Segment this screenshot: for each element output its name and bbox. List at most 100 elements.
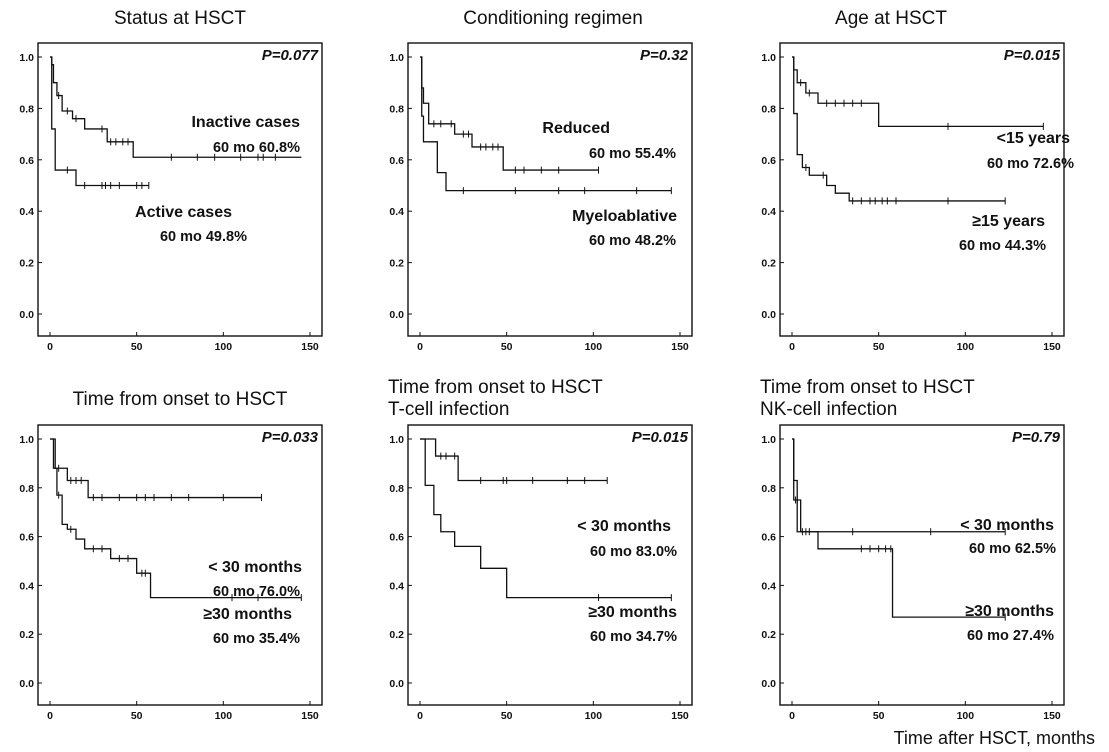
y-tick-label: 0.4 bbox=[19, 206, 34, 218]
y-tick-label: 0.6 bbox=[19, 532, 34, 544]
km-curve-2 bbox=[420, 438, 672, 599]
panel-frame bbox=[779, 424, 1065, 706]
y-tick-label: 0.2 bbox=[19, 258, 34, 270]
series-label: Myeloablative bbox=[572, 208, 677, 225]
y-tick-label: 1.0 bbox=[761, 434, 776, 446]
series-label: Reduced bbox=[542, 120, 610, 137]
y-tick-label: 0.0 bbox=[19, 309, 34, 321]
x-tick-label: 100 bbox=[585, 341, 603, 353]
y-tick-label: 0.0 bbox=[389, 678, 404, 690]
x-tick-label: 50 bbox=[501, 341, 513, 353]
series-label: < 30 months bbox=[960, 517, 1054, 534]
panel-title: Age at HSCT bbox=[835, 8, 947, 29]
x-tick-label: 100 bbox=[215, 710, 233, 722]
series-survival: 60 mo 34.7% bbox=[590, 629, 677, 645]
y-tick-label: 0.4 bbox=[761, 580, 776, 592]
y-tick-label: 0.0 bbox=[389, 309, 404, 321]
series-survival: 60 mo 35.4% bbox=[213, 631, 300, 647]
y-tick-label: 0.4 bbox=[389, 580, 404, 592]
y-tick-label: 0.2 bbox=[389, 258, 404, 270]
x-tick-label: 100 bbox=[215, 341, 233, 353]
panel-frame bbox=[37, 42, 323, 337]
km-curve-1 bbox=[50, 438, 262, 499]
p-value: P=0.033 bbox=[262, 429, 319, 446]
km-panels: Status at HSCT P=0.077 0.0 0.2 0.4 0.6 0.8 1.0 0… bbox=[19, 8, 1074, 722]
y-tick-label: 0.0 bbox=[19, 678, 34, 690]
x-tick-label: 150 bbox=[1043, 710, 1061, 722]
km-panel-1: Status at HSCT P=0.077 0.0 0.2 0.4 0.6 0.8 1.0 0… bbox=[19, 8, 323, 353]
y-tick-label: 0.8 bbox=[19, 483, 34, 495]
series-survival: 60 mo 55.4% bbox=[589, 146, 676, 162]
y-tick-label: 0.2 bbox=[761, 629, 776, 641]
y-tick-label: 0.2 bbox=[389, 629, 404, 641]
x-tick-label: 100 bbox=[957, 710, 975, 722]
y-tick-label: 1.0 bbox=[389, 434, 404, 446]
series-survival: 60 mo 72.6% bbox=[987, 156, 1074, 172]
panel-title: Time from onset to HSCT bbox=[388, 377, 603, 398]
y-tick-label: 0.6 bbox=[761, 532, 776, 544]
series-label: ≥30 months bbox=[588, 604, 677, 621]
km-curve-1 bbox=[420, 56, 599, 171]
x-tick-label: 100 bbox=[957, 341, 975, 353]
p-value: P=0.015 bbox=[632, 429, 689, 446]
km-panel-2: Conditioning regimen P=0.32 0.0 0.2 0.4 0.6 0.… bbox=[389, 8, 693, 353]
series-label: < 30 months bbox=[577, 518, 671, 535]
y-tick-label: 1.0 bbox=[389, 52, 404, 64]
panel-frame bbox=[407, 42, 693, 337]
series-label: ≥30 months bbox=[965, 603, 1054, 620]
x-tick-label: 0 bbox=[789, 341, 795, 353]
x-tick-label: 0 bbox=[417, 341, 423, 353]
km-curve-2 bbox=[50, 56, 149, 187]
panel-title: T-cell infection bbox=[388, 399, 509, 420]
km-panel-3: Age at HSCT P=0.015 0.0 0.2 0.4 0.6 0.8 1.0 0 50 1… bbox=[761, 8, 1074, 353]
y-tick-label: 0.8 bbox=[389, 483, 404, 495]
x-tick-label: 0 bbox=[417, 710, 423, 722]
series-label: Inactive cases bbox=[191, 114, 300, 131]
series-label: Active cases bbox=[135, 204, 232, 221]
panel-title: NK-cell infection bbox=[760, 399, 897, 420]
series-survival: 60 mo 48.2% bbox=[589, 233, 676, 249]
y-tick-label: 0.8 bbox=[761, 103, 776, 115]
km-curve-1 bbox=[792, 56, 1044, 128]
x-tick-label: 50 bbox=[873, 341, 885, 353]
series-label: ≥15 years bbox=[972, 213, 1045, 230]
panel-frame bbox=[779, 42, 1065, 337]
panel-frame bbox=[407, 424, 693, 706]
x-tick-label: 50 bbox=[873, 710, 885, 722]
panel-title: Status at HSCT bbox=[114, 8, 246, 29]
y-tick-label: 0.2 bbox=[761, 258, 776, 270]
series-survival: 60 mo 60.8% bbox=[213, 140, 300, 156]
y-tick-label: 1.0 bbox=[19, 52, 34, 64]
y-tick-label: 0.4 bbox=[19, 580, 34, 592]
y-tick-label: 0.0 bbox=[761, 678, 776, 690]
panel-title: Conditioning regimen bbox=[463, 8, 643, 29]
y-tick-label: 0.4 bbox=[389, 206, 404, 218]
x-tick-label: 0 bbox=[47, 341, 53, 353]
km-curve-2 bbox=[50, 438, 302, 599]
p-value: P=0.077 bbox=[262, 47, 319, 64]
series-survival: 60 mo 44.3% bbox=[959, 238, 1046, 254]
y-tick-label: 0.0 bbox=[761, 309, 776, 321]
x-tick-label: 0 bbox=[789, 710, 795, 722]
series-label: < 30 months bbox=[208, 559, 302, 576]
km-curve-2 bbox=[792, 56, 1006, 202]
series-survival: 60 mo 27.4% bbox=[967, 628, 1054, 644]
series-label: <15 years bbox=[997, 130, 1071, 147]
y-tick-label: 0.4 bbox=[761, 206, 776, 218]
y-tick-label: 1.0 bbox=[761, 52, 776, 64]
series-survival: 60 mo 62.5% bbox=[969, 541, 1056, 557]
series-label: ≥30 months bbox=[203, 606, 292, 623]
y-tick-label: 0.6 bbox=[761, 155, 776, 167]
y-tick-label: 0.2 bbox=[19, 629, 34, 641]
x-tick-label: 50 bbox=[131, 710, 143, 722]
y-tick-label: 0.6 bbox=[389, 155, 404, 167]
y-tick-label: 1.0 bbox=[19, 434, 34, 446]
panel-title: Time from onset to HSCT bbox=[760, 377, 975, 398]
x-tick-label: 150 bbox=[671, 341, 689, 353]
km-curve-2 bbox=[420, 56, 672, 192]
x-tick-label: 150 bbox=[1043, 341, 1061, 353]
y-tick-label: 0.6 bbox=[19, 155, 34, 167]
